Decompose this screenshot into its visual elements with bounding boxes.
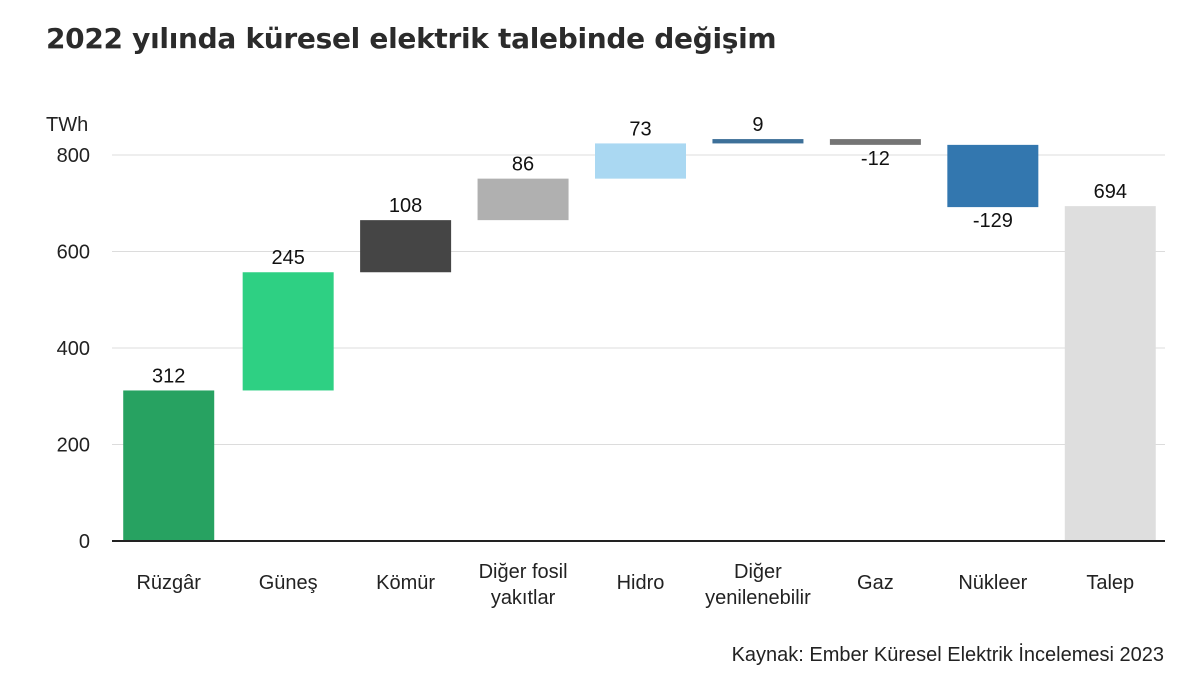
bar xyxy=(360,220,452,273)
y-tick-label: 200 xyxy=(57,435,90,457)
y-axis-unit: TWh xyxy=(46,114,89,136)
x-tick-label: Gaz xyxy=(857,572,894,594)
chart-title: 2022 yılında küresel elektrik talebinde … xyxy=(46,22,777,55)
x-tick-label: Hidro xyxy=(617,572,665,594)
y-tick-label: 800 xyxy=(57,145,90,167)
bar xyxy=(1064,206,1156,541)
data-label: 108 xyxy=(389,195,422,217)
x-tick-label: yakıtlar xyxy=(491,587,556,609)
data-label: -12 xyxy=(861,148,890,170)
data-label: 9 xyxy=(752,114,763,136)
y-tick-label: 600 xyxy=(57,242,90,264)
bar xyxy=(712,139,804,144)
x-tick-label: Nükleer xyxy=(958,572,1027,594)
bar xyxy=(123,390,215,541)
x-tick-label: Kömür xyxy=(376,572,435,594)
bar xyxy=(477,178,569,221)
x-tick-label: Talep xyxy=(1086,572,1134,594)
data-label: 86 xyxy=(512,154,534,176)
data-label: 312 xyxy=(152,365,185,387)
data-label: 245 xyxy=(271,247,304,269)
x-tick-label: yenilenebilir xyxy=(705,587,811,609)
x-tick-label: Güneş xyxy=(259,572,318,594)
data-label: -129 xyxy=(973,210,1013,232)
x-tick-label: Diğer fosil xyxy=(479,561,568,583)
bar xyxy=(947,144,1039,208)
x-tick-label: Rüzgâr xyxy=(136,572,201,594)
bar xyxy=(595,143,686,179)
bar xyxy=(829,139,921,145)
x-tick-label: Diğer xyxy=(734,561,782,583)
data-label: 694 xyxy=(1094,181,1127,203)
bar xyxy=(242,272,334,391)
source-note: Kaynak: Ember Küresel Elektrik İncelemes… xyxy=(731,644,1164,666)
y-tick-label: 0 xyxy=(79,531,90,553)
data-label: 73 xyxy=(629,118,651,140)
y-tick-label: 400 xyxy=(57,338,90,360)
